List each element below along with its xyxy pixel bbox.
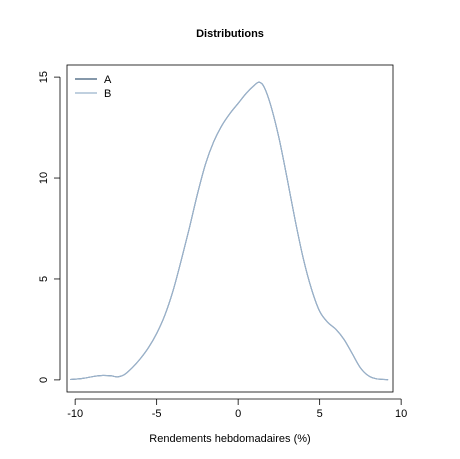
x-axis-label: Rendements hebdomadaires (%) xyxy=(149,433,310,445)
x-tick-label: 10 xyxy=(395,408,407,420)
plot-frame xyxy=(66,64,394,393)
legend-label-b: B xyxy=(104,88,111,100)
y-tick-label: 15 xyxy=(38,71,50,83)
y-tick-label: 0 xyxy=(38,377,50,383)
x-tick-label: -10 xyxy=(67,408,83,420)
y-tick-label: 5 xyxy=(38,276,50,282)
x-tick-label: -5 xyxy=(152,408,162,420)
legend: AB xyxy=(75,74,112,100)
x-tick-label: 0 xyxy=(235,408,241,420)
x-tick-label: 5 xyxy=(317,408,323,420)
y-tick-label: 10 xyxy=(38,172,50,184)
chart-title: Distributions xyxy=(196,28,264,40)
series-layer xyxy=(70,81,389,381)
y-axis: 0 5 10 15 xyxy=(38,71,61,383)
legend-label-a: A xyxy=(104,74,112,86)
series-line-b xyxy=(70,81,389,381)
x-axis: -10 -5 0 5 10 xyxy=(67,398,407,420)
